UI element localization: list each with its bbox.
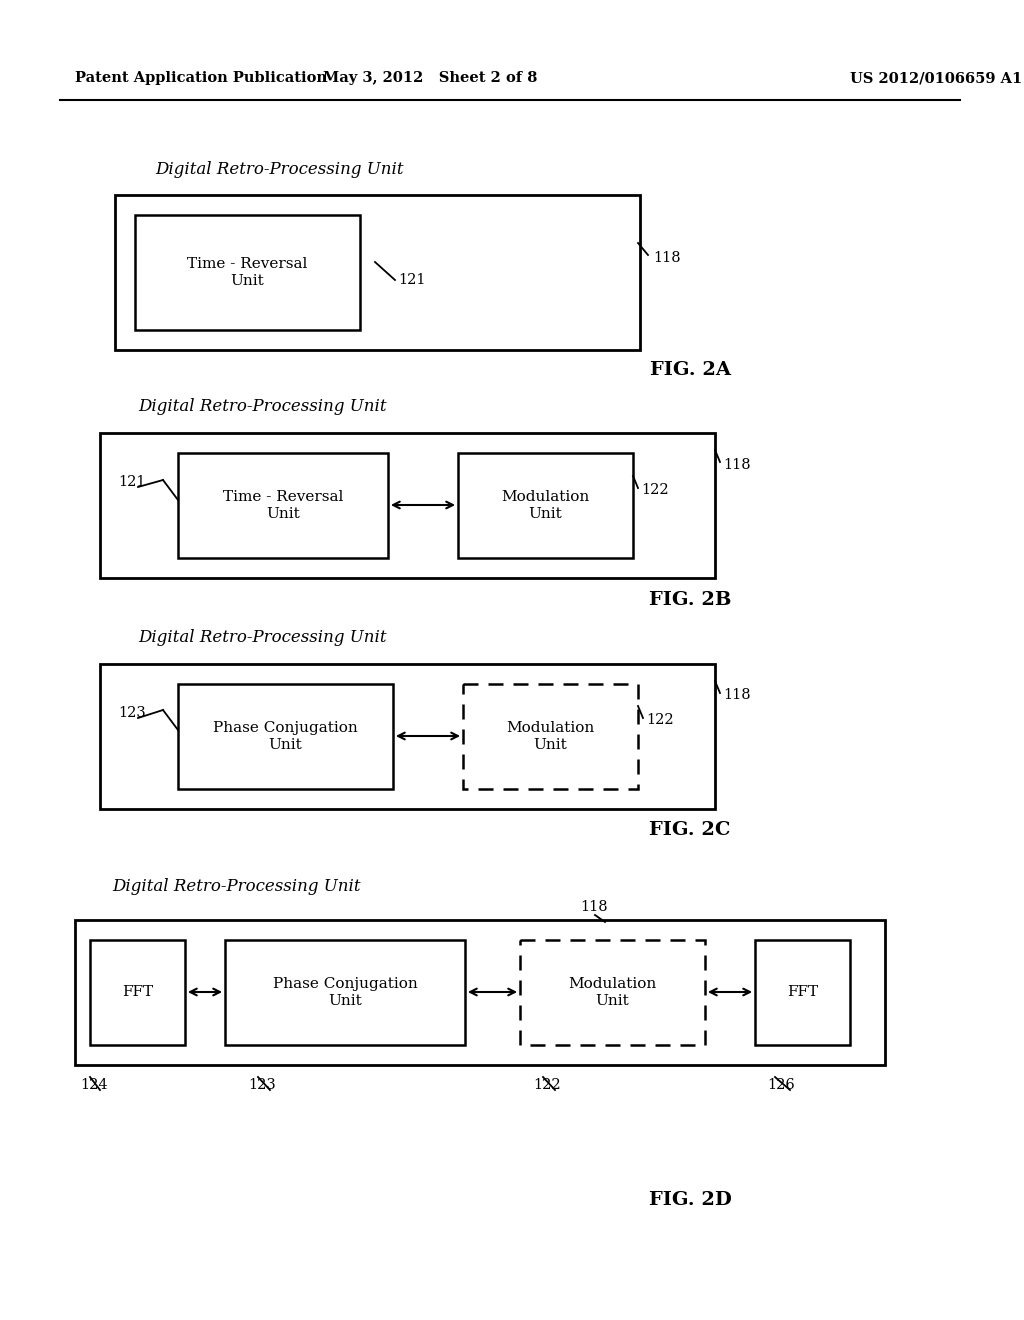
- Bar: [520, 940, 705, 1045]
- Text: FFT: FFT: [786, 986, 818, 999]
- Bar: [225, 940, 465, 1045]
- Text: Digital Retro-Processing Unit: Digital Retro-Processing Unit: [112, 878, 360, 895]
- Bar: [100, 433, 715, 578]
- Bar: [755, 940, 850, 1045]
- Text: FIG. 2C: FIG. 2C: [649, 821, 731, 840]
- Text: Modulation
Unit: Modulation Unit: [507, 722, 595, 751]
- Text: FIG. 2A: FIG. 2A: [649, 360, 730, 379]
- Text: FIG. 2B: FIG. 2B: [649, 591, 731, 609]
- Bar: [178, 453, 388, 558]
- Bar: [178, 684, 393, 789]
- Text: Digital Retro-Processing Unit: Digital Retro-Processing Unit: [155, 161, 403, 178]
- Text: Phase Conjugation
Unit: Phase Conjugation Unit: [272, 977, 418, 1007]
- Text: Patent Application Publication: Patent Application Publication: [75, 71, 327, 84]
- Text: Time - Reversal
Unit: Time - Reversal Unit: [187, 257, 307, 288]
- Bar: [100, 664, 715, 809]
- Bar: [115, 195, 640, 350]
- Text: 122: 122: [646, 713, 674, 727]
- Text: Time - Reversal
Unit: Time - Reversal Unit: [223, 491, 343, 520]
- Text: Modulation
Unit: Modulation Unit: [502, 491, 590, 520]
- Text: May 3, 2012   Sheet 2 of 8: May 3, 2012 Sheet 2 of 8: [323, 71, 538, 84]
- Text: Digital Retro-Processing Unit: Digital Retro-Processing Unit: [138, 630, 386, 645]
- Text: FFT: FFT: [122, 986, 153, 999]
- Text: 118: 118: [723, 458, 751, 473]
- Text: 121: 121: [118, 475, 145, 488]
- Bar: [463, 684, 638, 789]
- Text: Modulation
Unit: Modulation Unit: [568, 977, 656, 1007]
- Text: 124: 124: [80, 1078, 108, 1092]
- Text: Phase Conjugation
Unit: Phase Conjugation Unit: [213, 722, 357, 751]
- Text: US 2012/0106659 A1: US 2012/0106659 A1: [850, 71, 1022, 84]
- Text: 123: 123: [248, 1078, 275, 1092]
- Bar: [135, 215, 360, 330]
- Text: Digital Retro-Processing Unit: Digital Retro-Processing Unit: [138, 399, 386, 414]
- Bar: [458, 453, 633, 558]
- Text: 122: 122: [641, 483, 669, 498]
- Bar: [75, 920, 885, 1065]
- Text: 122: 122: [534, 1078, 560, 1092]
- Text: FIG. 2D: FIG. 2D: [648, 1191, 731, 1209]
- Text: 118: 118: [723, 688, 751, 702]
- Text: 126: 126: [767, 1078, 795, 1092]
- Text: 118: 118: [653, 251, 681, 265]
- Text: 118: 118: [580, 900, 607, 913]
- Text: 123: 123: [118, 706, 145, 719]
- Text: 121: 121: [398, 273, 426, 286]
- Bar: [90, 940, 185, 1045]
